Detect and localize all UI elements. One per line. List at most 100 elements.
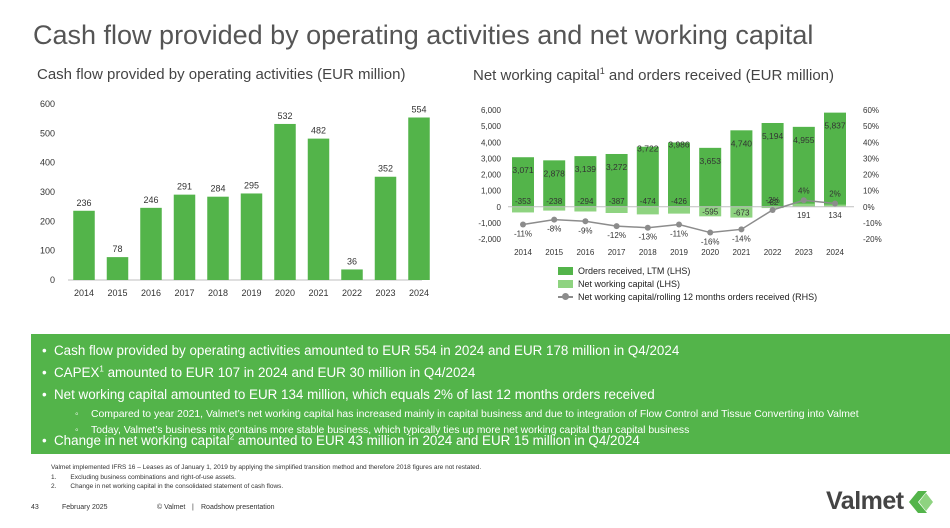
bullet-capex: CAPEX1 amounted to EUR 107 in 2024 and E… — [42, 365, 475, 380]
y-left-tick-label: -1,000 — [478, 219, 501, 228]
nwc-bar — [668, 206, 690, 214]
orders-value-label: 2,878 — [544, 168, 566, 178]
ratio-point — [832, 200, 838, 207]
y-right-tick-label: 30% — [863, 154, 879, 163]
chart-legend: Orders received, LTM (LHS) Net working c… — [558, 264, 817, 303]
x-tick-label: 2023 — [795, 248, 813, 257]
bar-value-label: 36 — [347, 256, 357, 266]
footer-presentation: Roadshow presentation — [201, 504, 275, 511]
ratio-point — [551, 216, 558, 223]
orders-value-label: 3,071 — [512, 165, 534, 175]
legend-item-ratio: Net working capital/rolling 12 months or… — [558, 290, 817, 303]
nwc-value-label: -387 — [609, 197, 626, 206]
y-left-tick-label: 3,000 — [481, 154, 502, 163]
bullet-nwc-change-pre: Change in net working capital — [54, 433, 230, 449]
x-tick-label: 2021 — [308, 288, 328, 298]
orders-bar — [668, 142, 690, 207]
orders-bar — [543, 160, 566, 207]
nwc-bar — [574, 206, 597, 212]
ratio-value-label: -12% — [607, 231, 626, 240]
nwc-bar — [605, 206, 628, 213]
bullet-capex-text: CAPEX1 amounted to EUR 107 in 2024 and E… — [54, 365, 475, 380]
bullet-nwc-change-sup: 2 — [229, 433, 235, 442]
x-tick-label: 2023 — [375, 288, 395, 298]
orders-value-label: 4,955 — [793, 135, 815, 145]
bar-value-label: 284 — [210, 184, 225, 194]
bar-value-label: 236 — [76, 198, 91, 208]
legend-item-nwc: Net working capital (LHS) — [558, 277, 817, 290]
bar-value-label: 352 — [378, 164, 393, 174]
left-chart-title: Cash flow provided by operating activiti… — [37, 66, 406, 83]
nwc-bar — [792, 203, 815, 207]
orders-bar — [512, 157, 534, 207]
nwc-value-label: 191 — [797, 211, 811, 220]
x-tick-label: 2015 — [107, 288, 127, 298]
cash-flow-bar — [207, 196, 229, 280]
footer-date: February 2025 — [62, 504, 108, 511]
y-left-tick-label: 6,000 — [481, 106, 502, 115]
bullet-nwc-change-post: amounted to EUR 43 million in 2024 and E… — [234, 433, 640, 449]
sub-bullet-business-mix: Today, Valmet’s business mix contains mo… — [75, 425, 689, 436]
orders-value-label: 4,740 — [731, 138, 753, 148]
x-tick-label: 2021 — [733, 248, 751, 257]
cash-flow-bar — [106, 257, 129, 280]
footnote-1: 1. Excluding business combinations and ri… — [51, 473, 481, 483]
y-tick-label: 300 — [40, 187, 55, 197]
bullet-nwc: Net working capital amounted to EUR 134 … — [42, 387, 655, 402]
legend-swatch-nwc — [558, 279, 573, 288]
nwc-value-label: -474 — [640, 197, 657, 206]
valmet-logo: Valmet — [826, 487, 935, 516]
y-tick-label: 600 — [40, 99, 55, 109]
x-tick-label: 2017 — [174, 288, 194, 298]
bullet-capex-post: amounted to EUR 107 in 2024 and EUR 30 m… — [103, 365, 476, 381]
nwc-bar — [636, 206, 659, 215]
orders-bar — [792, 126, 815, 207]
ratio-value-label: 4% — [798, 186, 810, 195]
y-right-tick-label: -10% — [863, 219, 882, 228]
y-right-tick-label: 10% — [863, 187, 879, 196]
nwc-value-label: -82 — [767, 198, 779, 207]
footnote-1-number: 1. — [51, 473, 57, 481]
nwc-bar — [699, 206, 722, 217]
cash-flow-bar — [307, 138, 330, 280]
x-tick-label: 2019 — [670, 248, 688, 257]
y-left-tick-label: 5,000 — [481, 122, 502, 131]
y-left-tick-label: -2,000 — [478, 235, 501, 244]
x-tick-label: 2024 — [409, 288, 429, 298]
logo-text: Valmet — [826, 487, 904, 515]
footnote-2-number: 2. — [51, 483, 57, 490]
y-tick-label: 100 — [40, 246, 55, 256]
legend-label-ratio: Net working capital/rolling 12 months or… — [578, 291, 818, 302]
cash-flow-bar — [274, 123, 296, 280]
bar-value-label: 482 — [311, 126, 326, 136]
ratio-value-label: -14% — [732, 234, 751, 243]
footer-separator: | — [192, 504, 194, 511]
y-tick-label: 200 — [40, 216, 55, 226]
cash-flow-bar — [140, 207, 162, 280]
nwc-orders-chart: -2,000 -1,000 0 1,000 2,000 3,000 4,000 5,000 6,… — [478, 106, 882, 257]
cash-flow-bar — [173, 194, 196, 280]
x-tick-label: 2022 — [764, 248, 782, 257]
bar-value-label: 246 — [143, 195, 158, 205]
y-left-tick-label: 0 — [497, 203, 502, 212]
legend-label-nwc: Net working capital (LHS) — [578, 278, 681, 289]
bullet-capex-pre: CAPEX — [54, 365, 100, 381]
nwc-value-label: -595 — [702, 207, 719, 216]
orders-value-label: 3,986 — [668, 139, 690, 149]
ratio-value-label: -11% — [670, 229, 688, 238]
orders-bar — [605, 153, 628, 207]
ratio-point — [800, 197, 807, 204]
right-chart-title-sup: 1 — [599, 66, 605, 76]
bar-value-label: 291 — [177, 182, 192, 192]
orders-bar — [761, 122, 784, 207]
ratio-point — [582, 218, 589, 225]
nwc-value-label: -294 — [577, 197, 594, 206]
x-tick-label: 2020 — [701, 248, 719, 257]
ratio-point — [707, 229, 714, 236]
orders-bar — [636, 146, 659, 207]
cash-flow-bar — [408, 117, 430, 280]
cash-flow-bar — [240, 193, 263, 280]
y-right-tick-label: 0% — [863, 203, 875, 212]
y-right-tick-label: -20% — [863, 235, 882, 244]
ratio-point — [769, 206, 776, 213]
